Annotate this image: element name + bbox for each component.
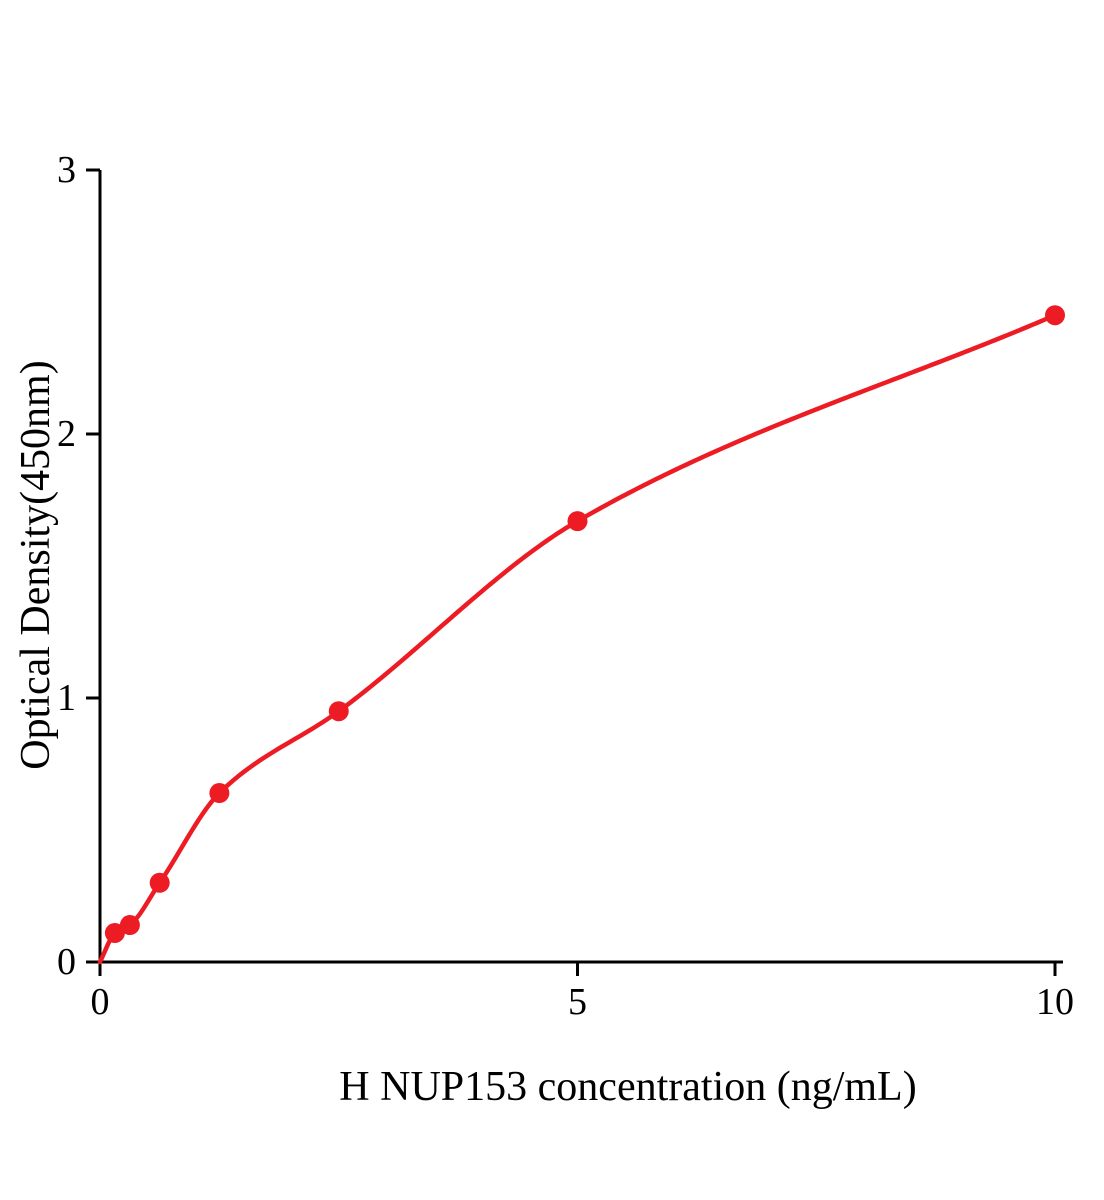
- x-tick-label: 5: [568, 981, 587, 1023]
- y-tick-label: 3: [57, 149, 76, 191]
- fit-curve: [97, 312, 1058, 965]
- data-point: [209, 783, 230, 804]
- x-axis-label: H NUP153 concentration (ng/mL): [339, 1064, 917, 1110]
- data-point: [104, 922, 125, 943]
- y-tick-label: 2: [57, 413, 76, 455]
- x-tick-label: 10: [1036, 981, 1074, 1023]
- data-point: [328, 701, 349, 722]
- data-point: [119, 915, 140, 936]
- y-tick-label: 0: [57, 941, 76, 983]
- y-axis-label: Optical Density(450nm): [13, 360, 59, 770]
- data-point: [1045, 305, 1065, 326]
- data-point: [149, 872, 170, 893]
- y-tick-label: 1: [57, 677, 76, 719]
- data-point: [567, 511, 588, 532]
- x-tick-label: 0: [91, 981, 110, 1023]
